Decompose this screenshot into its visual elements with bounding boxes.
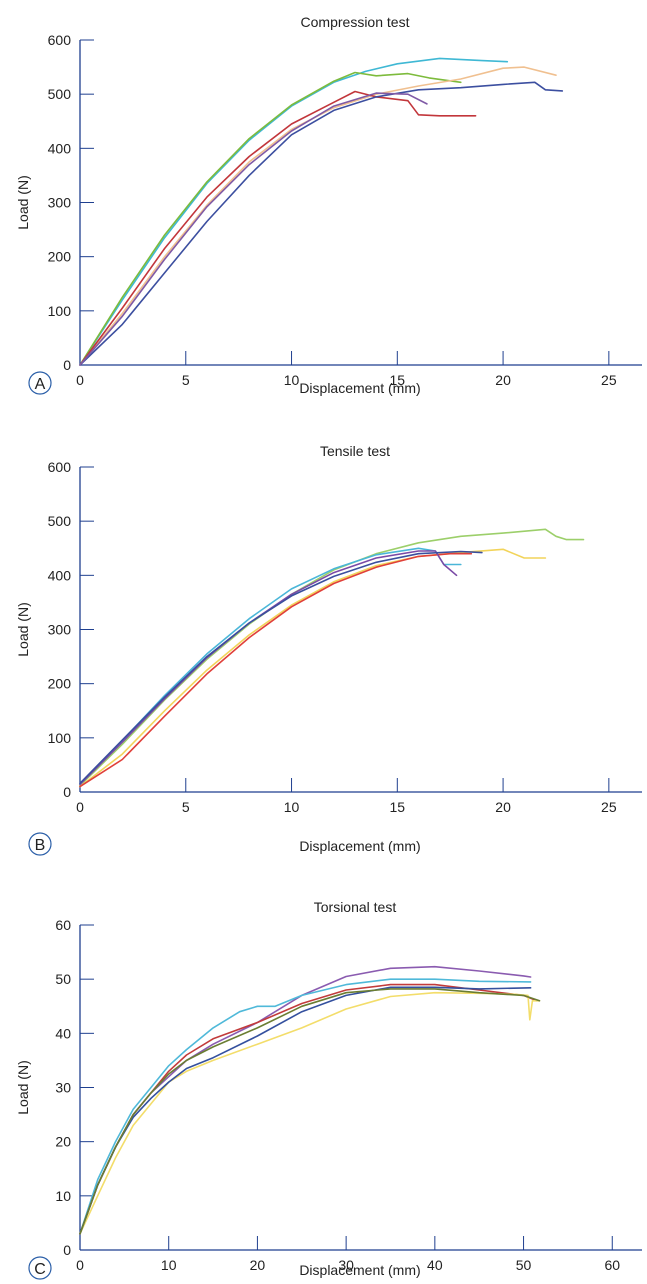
y-tick-label: 300 (48, 195, 72, 211)
panel-label-circle (28, 1256, 52, 1280)
x-tick-label: 10 (284, 372, 300, 388)
y-tick-label: 500 (48, 513, 72, 529)
x-tick-label: 20 (495, 799, 511, 815)
series-line (79, 92, 428, 366)
y-tick-label: 30 (55, 1080, 71, 1096)
y-tick-label: 600 (48, 32, 72, 48)
series-line (79, 986, 532, 1235)
y-tick-label: 40 (55, 1025, 71, 1041)
x-axis-title: Displacement (mm) (299, 1262, 420, 1278)
series-line (79, 978, 532, 1235)
series-line (79, 90, 477, 366)
y-tick-label: 400 (48, 567, 72, 583)
chart-title: Torsional test (314, 899, 397, 915)
x-tick-label: 0 (76, 372, 84, 388)
y-tick-label: 10 (55, 1188, 71, 1204)
chart-panel-tensile: Tensile test 0 100 200 300 400 500 600 0 5 10 15 20 2… (15, 443, 642, 856)
series-line (79, 991, 541, 1235)
x-axis-title: Displacement (mm) (299, 838, 420, 854)
y-tick-label: 20 (55, 1134, 71, 1150)
series-line (79, 66, 557, 366)
panel-label-circle (28, 371, 52, 395)
x-tick-label: 5 (182, 799, 190, 815)
x-tick-label: 10 (284, 799, 300, 815)
chart-title: Tensile test (320, 443, 390, 459)
series-line (79, 547, 462, 785)
panel-label: C (34, 1261, 46, 1278)
y-tick-label: 100 (48, 303, 72, 319)
series-line (79, 988, 541, 1235)
x-tick-label: 20 (495, 372, 511, 388)
y-tick-label: 0 (63, 1242, 71, 1258)
x-tick-label: 25 (601, 799, 617, 815)
panel-label: B (35, 837, 46, 854)
y-tick-label: 100 (48, 730, 72, 746)
x-tick-label: 0 (76, 1257, 84, 1273)
chart-title: Compression test (301, 14, 410, 30)
series-line (79, 57, 509, 366)
panel-label-circle (28, 832, 52, 856)
x-tick-label: 0 (76, 799, 84, 815)
series-line (79, 550, 483, 785)
x-tick-label: 60 (604, 1257, 620, 1273)
y-tick-label: 0 (63, 357, 71, 373)
x-tick-label: 15 (390, 372, 406, 388)
y-axis-title: Load (N) (15, 602, 31, 656)
x-tick-label: 20 (250, 1257, 266, 1273)
y-tick-label: 600 (48, 459, 72, 475)
series-line (79, 965, 532, 1235)
y-tick-label: 500 (48, 86, 72, 102)
series-line (79, 552, 473, 788)
x-tick-label: 30 (338, 1257, 354, 1273)
panel-label: A (35, 376, 46, 393)
series-line (79, 71, 462, 366)
x-tick-label: 40 (427, 1257, 443, 1273)
y-axis-title: Load (N) (15, 175, 31, 229)
series-line (79, 528, 585, 787)
y-tick-label: 0 (63, 784, 71, 800)
y-tick-label: 60 (55, 917, 71, 933)
x-tick-label: 5 (182, 372, 190, 388)
x-tick-label: 50 (516, 1257, 532, 1273)
chart-panel-compression: Compression test 0 100 200 300 400 500 600 0 5 10 1… (15, 14, 642, 396)
y-tick-label: 400 (48, 140, 72, 156)
x-axis-title: Displacement (mm) (299, 380, 420, 396)
x-tick-label: 25 (601, 372, 617, 388)
y-tick-label: 200 (48, 249, 72, 265)
series-line (79, 548, 547, 788)
y-tick-label: 300 (48, 622, 72, 638)
series-line (79, 983, 538, 1235)
y-tick-label: 200 (48, 676, 72, 692)
chart-panel-torsional: Torsional test 0 10 20 30 40 50 60 0 10 20 30 40 50 60… (15, 899, 642, 1280)
x-tick-label: 15 (390, 799, 406, 815)
y-tick-label: 50 (55, 971, 71, 987)
x-tick-label: 10 (161, 1257, 177, 1273)
series-line (79, 550, 458, 786)
y-axis-title: Load (N) (15, 1060, 31, 1114)
series-line (79, 81, 564, 366)
